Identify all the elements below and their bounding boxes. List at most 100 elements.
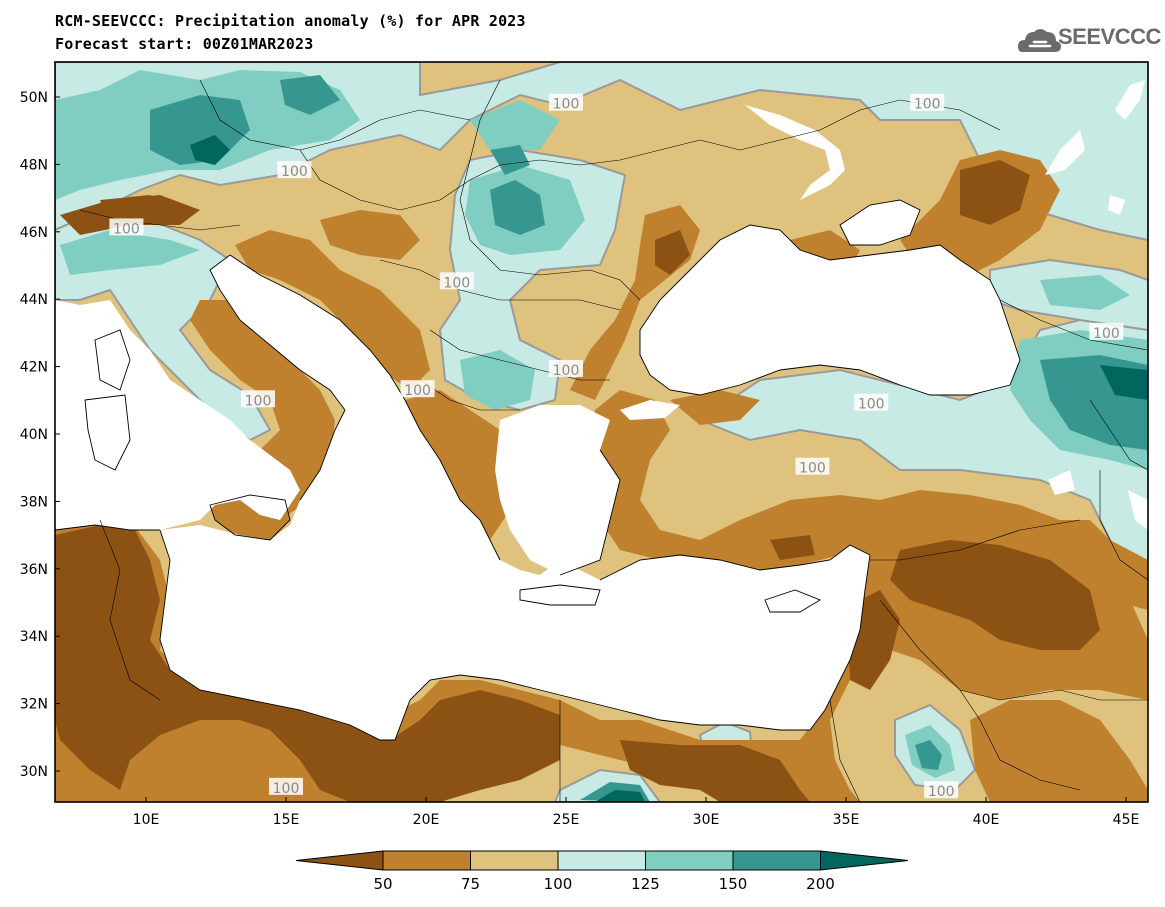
lat-tick-label: 32N [20,697,48,713]
marmara-sea [620,400,680,420]
anomaly-below-50-north [100,195,170,215]
anomaly-below-50-egypt [620,740,810,802]
contour-label: 100 [245,393,272,409]
anomaly-125-150-poland [470,100,560,150]
contour-label: 100 [928,784,955,800]
anomaly-below-50-russia [960,160,1030,225]
contour-label-bg [241,390,275,408]
contour-label: 100 [858,397,885,413]
country-borders [79,79,1148,802]
lat-tick-label: 40N [20,427,48,443]
anomaly-125-150-bulgaria [460,350,535,410]
anomaly-above-200-georgia [1100,365,1148,400]
contour-label-bg [549,359,583,377]
lon-tick-label: 30E [693,812,720,828]
colorbar-segment [732,850,821,871]
lat-tick-label: 42N [20,360,48,376]
map-field [55,62,1148,802]
colorbar-tick-label: 125 [631,875,660,893]
contour-label: 100 [553,97,580,113]
forecast-start-label: Forecast start: 00Z01MAR2023 [55,35,314,53]
azov-sea [840,200,920,245]
contour-labels: 100 100 100 100 100 100 100 100 100 100 100 100 100 [109,93,1124,800]
contour-label: 100 [443,275,470,291]
anomaly-50-75-arabia [970,700,1148,802]
lon-tick-label: 20E [413,812,440,828]
colorbar-tick-label: 75 [461,875,480,893]
lon-tick-label: 35E [833,812,860,828]
colorbar-tick-label: 50 [373,875,392,893]
logo-text: SEEVCCC [1058,24,1161,49]
black-sea [640,225,1020,395]
colorbar-tick-label: 100 [544,875,573,893]
contour-label: 100 [404,383,431,399]
aegean-sea [495,405,620,575]
anomaly-125-150-east [1040,275,1130,310]
lat-tick-label: 30N [20,764,48,780]
contour-label-bg [924,781,959,799]
colorbar-segment [382,850,471,871]
caspian-edge [1128,490,1148,530]
colorbar-tick-label: 150 [719,875,748,893]
contour-label-bg [1089,322,1124,340]
contour-label-bg [439,272,474,290]
map-title: RCM-SEEVCCC: Precipitation anomaly (%) f… [55,12,526,30]
lat-tick-label: 38N [20,494,48,510]
colorbar-segment [645,850,734,871]
contour-label-bg [549,93,583,111]
lat-tick-label: 50N [20,90,48,106]
lon-tick-label: 10E [133,812,160,828]
colorbar-segment [557,850,646,871]
river-don [1045,130,1085,175]
lake [1108,195,1125,215]
lon-tick-label: 45E [1113,812,1140,828]
contour-label: 100 [1093,326,1120,342]
longitude-axis: 10E 15E 20E 25E 30E 35E 40E 45E [133,797,1140,828]
contour-label: 100 [281,164,308,180]
lon-tick-label: 25E [553,812,580,828]
anomaly-50-75-greece [405,390,520,560]
contour-label-bg [795,457,830,475]
contour-label-bg [400,380,435,398]
lon-tick-label: 40E [973,812,1000,828]
anomaly-150-200-slovakia [490,145,530,175]
lat-tick-label: 36N [20,562,48,578]
lat-tick-label: 44N [20,292,48,308]
colorbar: 50 75 100 125 150 200 [295,850,909,893]
anomaly-150-200-hungary [490,180,545,235]
anomaly-below-50-romania [655,230,690,275]
contour-label: 100 [273,781,300,797]
river-dnieper [745,105,845,200]
lat-tick-label: 46N [20,225,48,241]
contour-label: 100 [113,221,140,237]
latitude-axis: 50N 48N 46N 44N 42N 40N 38N 36N 34N 32N 30N [20,90,60,780]
lat-tick-label: 48N [20,157,48,173]
anomaly-50-75-adriatic [235,230,430,390]
lat-tick-label: 34N [20,629,48,645]
lon-tick-label: 15E [273,812,300,828]
contour-label-bg [269,777,303,795]
map-frame [54,61,1149,803]
anomaly-below-50-turkey [770,535,815,560]
contour-label-bg [854,393,889,411]
anomaly-below-50-north-africa [55,525,560,802]
anomaly-150-200-jordan [915,740,942,770]
cloud-icon [1018,29,1061,52]
lake-east [1048,470,1075,495]
anomaly-50-75-hungary-croatia [320,210,420,260]
anomaly-50-75-italy [190,300,335,520]
contour-label: 100 [553,363,580,379]
anomaly-150-200-north [280,75,340,115]
colorbar-tick-label: 200 [806,875,835,893]
contour-label: 100 [914,97,941,113]
anomaly-125-150-alps [60,230,200,275]
colorbar-segment-above [820,850,909,871]
coastlines [55,199,1021,741]
contour-label-bg [109,218,144,236]
anomaly-above-200-egypt [595,790,645,802]
contour-label-bg [910,93,945,111]
contour-label-bg [277,161,312,179]
mediterranean-sea [55,255,870,740]
colorbar-segment-below [295,850,384,871]
